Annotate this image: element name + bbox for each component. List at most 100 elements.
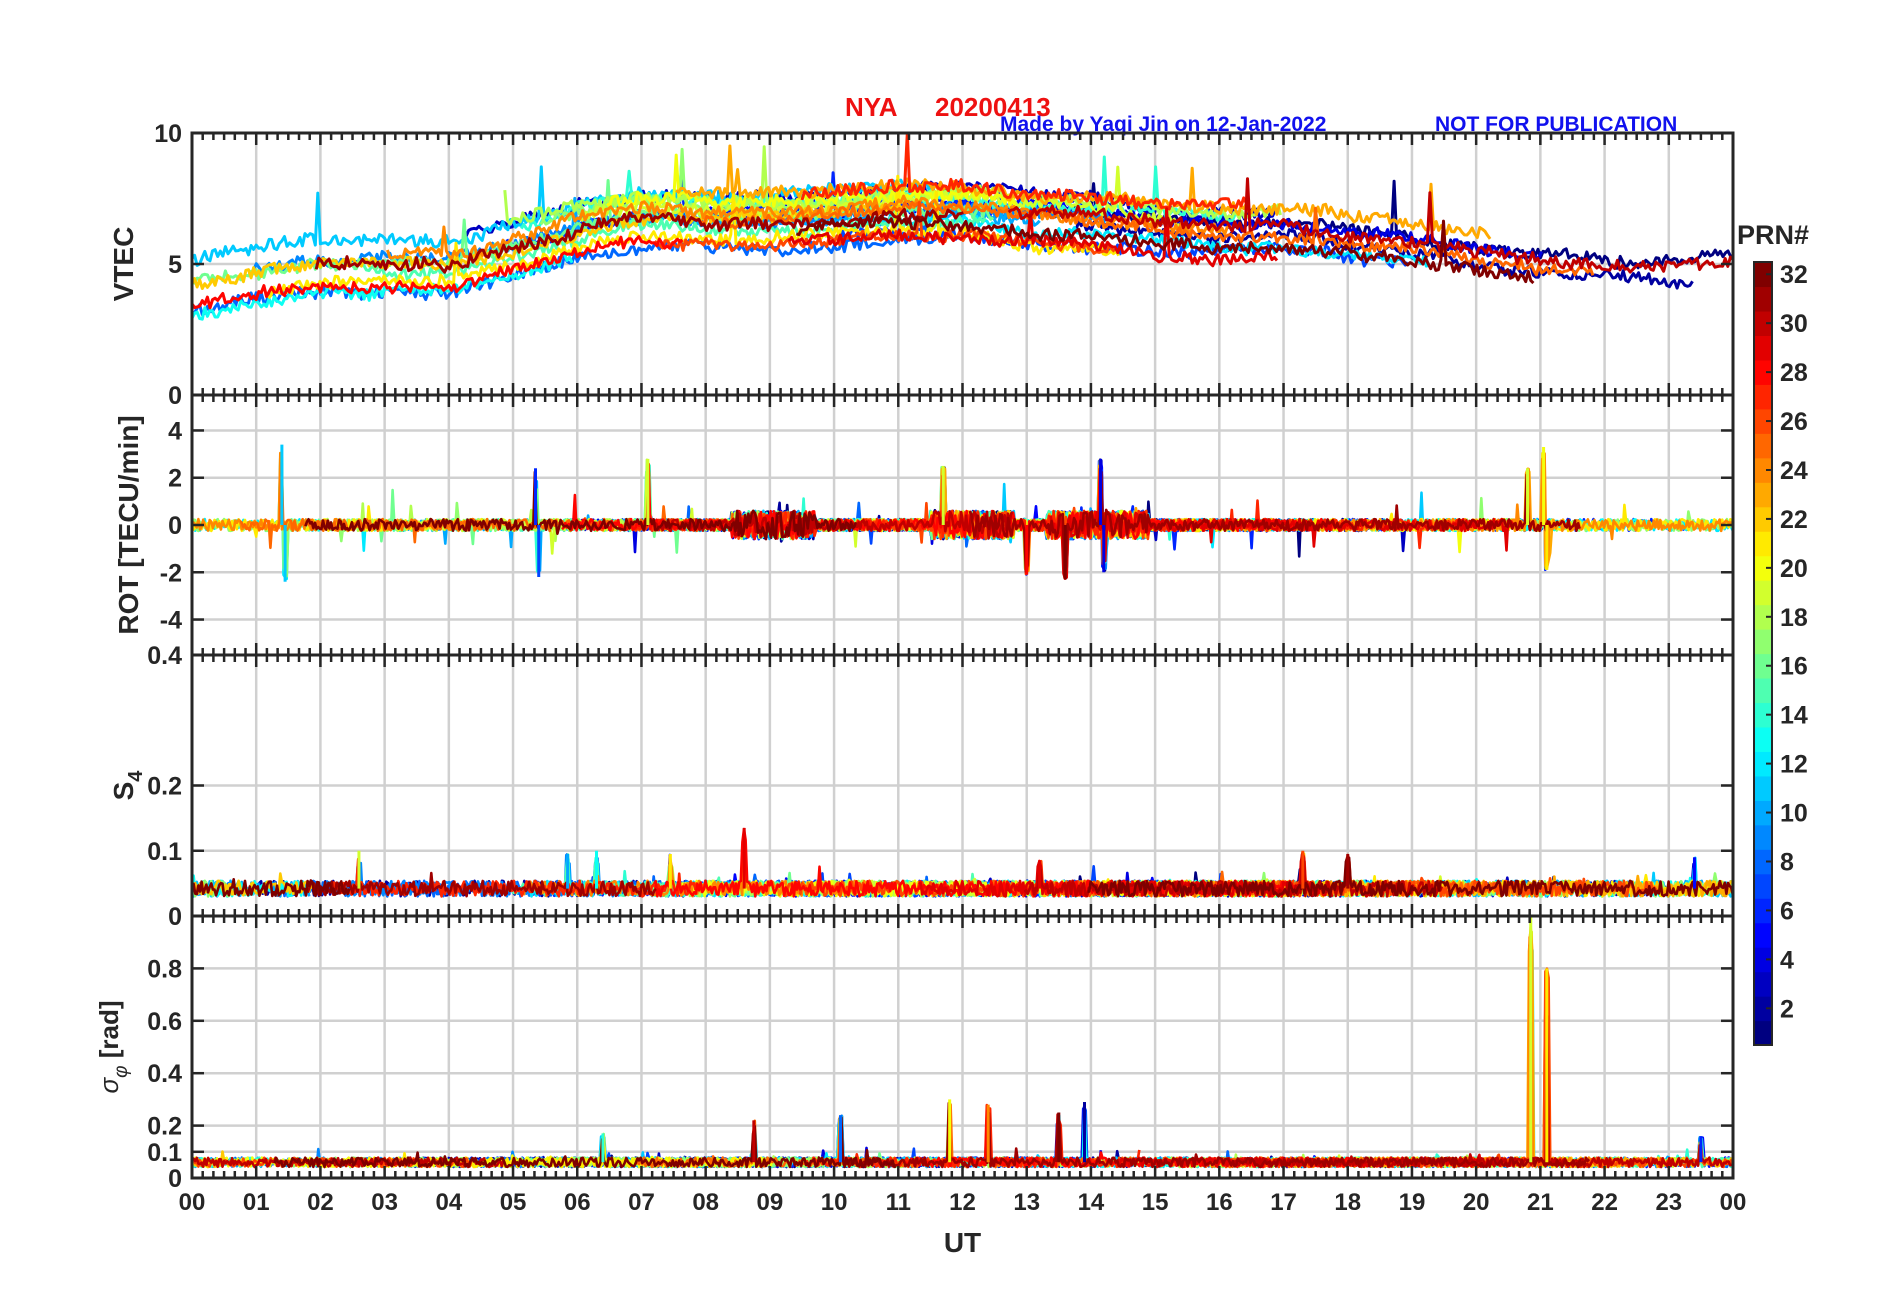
credit-text: Made by Yaqi Jin on 12-Jan-2022 [1000, 113, 1326, 136]
x-tick-label: 11 [886, 1189, 911, 1216]
x-tick-label: 15 [1142, 1189, 1169, 1216]
series-vtec-prn-22 [192, 202, 907, 290]
colorbar-tick-label: 14 [1780, 702, 1808, 730]
colorbar-swatch-31 [1754, 286, 1772, 312]
colorbar-swatch-23 [1754, 482, 1772, 508]
colorbar-swatch-2 [1754, 996, 1772, 1022]
colorbar-swatch-17 [1754, 629, 1772, 655]
colorbar-tick-label: 12 [1780, 751, 1808, 779]
colorbar-tick-label: 6 [1780, 897, 1794, 925]
x-tick-label: 14 [1078, 1189, 1105, 1216]
y-tick-label-rot: 0 [168, 512, 182, 540]
colorbar-frame [1753, 261, 1773, 1046]
colorbar-swatch-21 [1754, 531, 1772, 557]
colorbar-swatch-5 [1754, 922, 1772, 948]
y-tick-label-rot: 2 [168, 465, 182, 493]
series-rot-prn-30 [654, 509, 1014, 540]
y-tick-label-rot: -4 [160, 607, 182, 635]
y-tick-label-s4: 0.2 [147, 773, 182, 801]
series-s4-prn-32 [192, 877, 351, 898]
y-tick-label-s4: 0 [168, 903, 182, 931]
colorbar-swatch-9 [1754, 824, 1772, 850]
colorbar-swatch-6 [1754, 898, 1772, 924]
colorbar-swatch-28 [1754, 359, 1772, 385]
colorbar-swatch-22 [1754, 506, 1772, 532]
colorbar-swatch-30 [1754, 310, 1772, 337]
colorbar-swatch-24 [1754, 457, 1772, 483]
x-tick-label: 00 [179, 1189, 206, 1216]
colorbar-swatch-32 [1754, 262, 1772, 288]
series-sigma_phi-prn-32 [273, 1116, 897, 1169]
colorbar-swatch-8 [1754, 849, 1772, 875]
x-ticks-sigma_phi [190, 916, 1735, 1178]
colorbar-swatch-11 [1754, 775, 1772, 801]
panel-rot: -4 -2 0 2 4 ROT [TECU/min] [113, 393, 1735, 657]
colorbar-swatch-18 [1754, 604, 1772, 630]
series-group-s4 [192, 827, 1733, 898]
x-tick-label: 05 [500, 1189, 527, 1216]
colorbar-swatch-27 [1754, 384, 1772, 410]
colorbar-tick-label: 10 [1780, 800, 1808, 828]
panel-sigma_phi: 00.10.2 0.4 0.6 0.8 σφ [rad] 00 01 02 03 04 05 06 07… [94, 914, 1746, 1258]
colorbar-tick-label: 24 [1780, 457, 1808, 485]
colorbar-swatch-10 [1754, 800, 1772, 826]
colorbar-swatch-14 [1754, 702, 1772, 728]
y-tick-label-sigma_phi: 0.8 [147, 955, 182, 983]
x-axis-label: UT [944, 1227, 981, 1258]
colorbar-swatch-19 [1754, 580, 1772, 606]
x-tick-label: 02 [307, 1189, 334, 1216]
colorbar-swatch-13 [1754, 726, 1772, 752]
series-vtec-prn-28 [192, 235, 684, 310]
colorbar-swatch-1 [1754, 1020, 1772, 1046]
colorbar-swatch-20 [1754, 555, 1772, 581]
x-ticks-vtec [190, 133, 1735, 395]
series-group-vtec [192, 133, 1733, 321]
colorbar-swatch-4 [1754, 947, 1772, 973]
y-tick-label-vtec: 0 [168, 382, 182, 410]
series-s4-prn-32 [1087, 855, 1733, 898]
y-tick-label-vtec: 5 [168, 251, 182, 279]
colorbar-swatch-29 [1754, 335, 1772, 361]
colorbar-tick-label: 16 [1780, 653, 1808, 681]
series-vtec-prn-27 [800, 133, 1250, 211]
x-tick-label: 20 [1463, 1189, 1490, 1216]
y-tick-label-vtec: 10 [154, 120, 182, 148]
colorbar-tick-label: 32 [1780, 261, 1808, 289]
x-tick-label: 09 [757, 1189, 784, 1216]
x-tick-label: 13 [1013, 1189, 1040, 1216]
y-tick-label-s4: 0.1 [147, 838, 182, 866]
y-tick-label-sigma_phi: 0.4 [147, 1060, 182, 1088]
series-vtec-prn-31 [314, 207, 964, 274]
y-axis-label-sigma_phi: σφ [rad] [94, 1000, 132, 1093]
colorbar-tick-label: 22 [1780, 506, 1808, 534]
y-tick-label-rot: -2 [160, 559, 182, 587]
colorbar-tick-label: 4 [1780, 946, 1794, 974]
y-tick-label-sigma_phi: 0 [168, 1165, 182, 1193]
y-tick-label-sigma_phi: 0.2 [147, 1113, 182, 1141]
series-vtec-prn-13 [192, 252, 574, 321]
title-station: NYA [845, 92, 898, 122]
series-sigma_phi-prn-31 [843, 1101, 1591, 1169]
colorbar-tick-label: 18 [1780, 604, 1808, 632]
colorbar-swatch-3 [1754, 971, 1772, 997]
x-tick-label: 04 [435, 1189, 462, 1216]
x-tick-label: 18 [1334, 1189, 1361, 1216]
x-tick-label: 07 [628, 1189, 655, 1216]
colorbar-tick-label: 26 [1780, 408, 1808, 436]
colorbar-tick-label: 2 [1780, 995, 1794, 1023]
x-tick-label: 23 [1655, 1189, 1682, 1216]
y-axis-label-vtec: VTEC [108, 227, 139, 302]
x-tick-label: 19 [1399, 1189, 1426, 1216]
x-tick-label: 21 [1527, 1189, 1554, 1216]
y-tick-label-rot: 4 [168, 417, 182, 445]
panel-vtec: 0 5 10 VTEC [108, 120, 1735, 410]
colorbar-tick-label: 20 [1780, 555, 1808, 583]
colorbar-tick-label: 30 [1780, 310, 1808, 338]
y-tick-label-s4: 0.4 [147, 642, 182, 670]
colorbar-swatch-7 [1754, 873, 1772, 899]
colorbar-swatch-26 [1754, 408, 1772, 434]
x-tick-label: 01 [243, 1189, 270, 1216]
